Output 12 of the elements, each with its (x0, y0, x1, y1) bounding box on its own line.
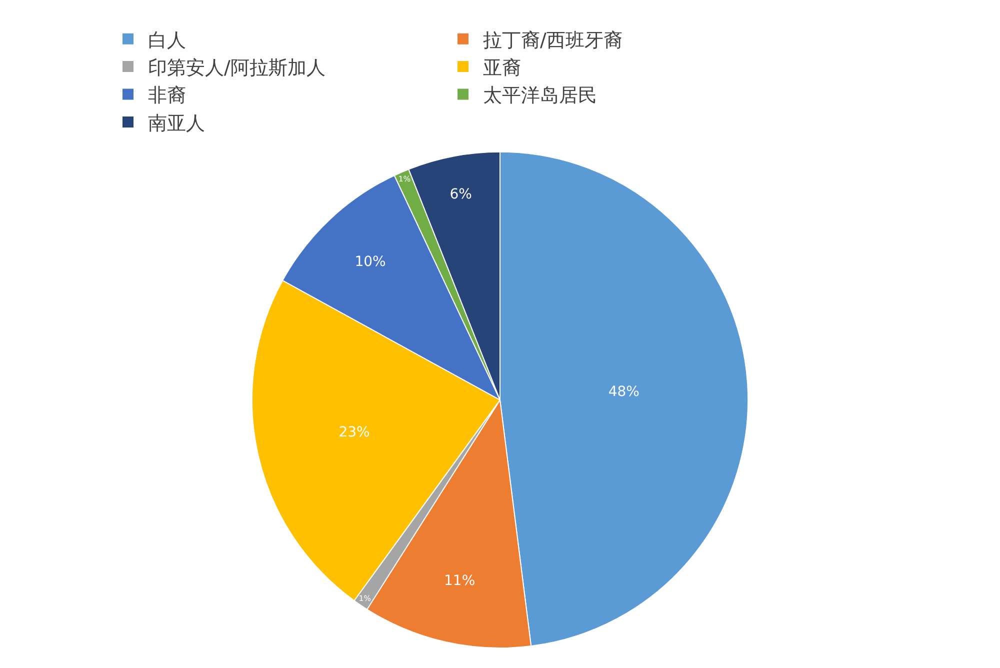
legend-label: 白人 (148, 29, 186, 52)
legend-label: 亚裔 (483, 56, 521, 79)
data-label: 11% (444, 572, 476, 589)
data-label: 6% (450, 186, 472, 203)
data-label: 48% (608, 384, 640, 400)
legend-label: 非裔 (148, 84, 186, 107)
legend-label: 拉丁裔/西班牙裔 (483, 29, 622, 52)
legend-label: 南亚人 (148, 112, 205, 134)
data-label: 10% (354, 254, 386, 270)
legend-label: 太平洋岛居民 (483, 84, 597, 107)
legend-label: 印第安人/阿拉斯加人 (148, 56, 326, 79)
data-label: 23% (338, 424, 370, 441)
